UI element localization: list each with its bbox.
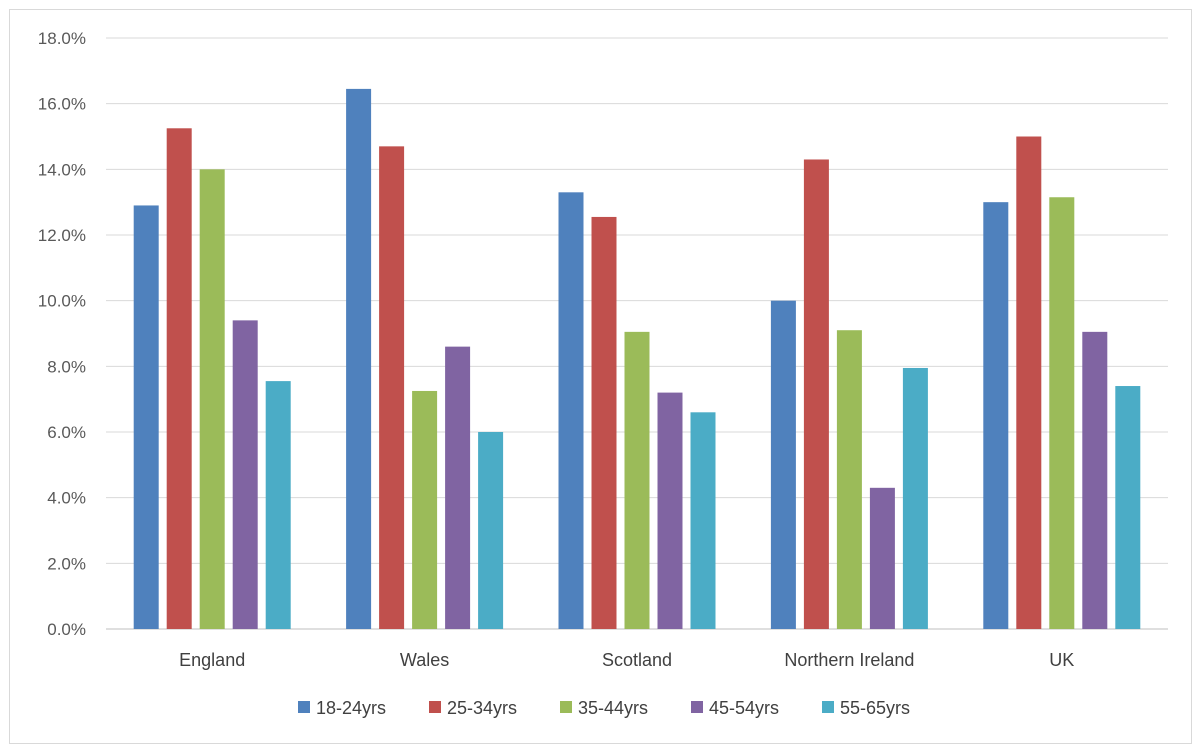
bar-25-34yrs-wales <box>379 146 405 629</box>
legend-swatch <box>429 701 441 713</box>
bar-55-65yrs-scotland <box>690 412 716 629</box>
x-category-label: England <box>179 650 245 670</box>
legend-swatch <box>691 701 703 713</box>
legend-swatch <box>822 701 834 713</box>
bars <box>133 88 1141 630</box>
bar-35-44yrs-scotland <box>624 331 650 629</box>
bar-55-65yrs-uk <box>1115 386 1141 629</box>
y-tick-label: 16.0% <box>38 95 86 114</box>
bar-18-24yrs-england <box>133 205 159 629</box>
bar-35-44yrs-wales <box>412 390 438 629</box>
bar-35-44yrs-england <box>199 169 225 630</box>
bar-45-54yrs-northern-ireland <box>869 487 895 629</box>
bar-25-34yrs-scotland <box>591 216 617 630</box>
x-category-label: UK <box>1049 650 1074 670</box>
x-category-label: Northern Ireland <box>784 650 914 670</box>
y-tick-label: 12.0% <box>38 226 86 245</box>
bar-18-24yrs-uk <box>983 202 1009 629</box>
bar-25-34yrs-uk <box>1016 136 1042 629</box>
legend-swatch <box>560 701 572 713</box>
bar-55-65yrs-wales <box>478 432 504 629</box>
y-tick-label: 14.0% <box>38 160 86 179</box>
y-tick-label: 2.0% <box>47 554 86 573</box>
y-tick-label: 10.0% <box>38 292 86 311</box>
bar-35-44yrs-northern-ireland <box>836 330 862 629</box>
x-category-label: Wales <box>400 650 449 670</box>
y-tick-label: 4.0% <box>47 489 86 508</box>
legend: 18-24yrs 25-34yrs 35-44yrs 45-54yrs 55-65yrs <box>298 698 910 718</box>
y-tick-label: 8.0% <box>47 357 86 376</box>
x-axis-labels: England Wales Scotland Northern Ireland UK <box>179 650 1074 670</box>
y-axis-ticks: 0.0% 2.0% 4.0% 6.0% 8.0% 10.0% 12.0% 14.0% 16.0%… <box>38 29 86 639</box>
x-category-label: Scotland <box>602 650 672 670</box>
y-tick-label: 0.0% <box>47 620 86 639</box>
bar-45-54yrs-uk <box>1082 331 1108 629</box>
legend-label: 45-54yrs <box>709 698 779 718</box>
bar-35-44yrs-uk <box>1049 197 1075 629</box>
bar-25-34yrs-england <box>166 128 192 629</box>
bar-18-24yrs-scotland <box>558 192 584 630</box>
bar-18-24yrs-northern-ireland <box>770 300 796 629</box>
bar-45-54yrs-wales <box>445 346 471 629</box>
bar-55-65yrs-england <box>265 381 291 629</box>
legend-swatch <box>298 701 310 713</box>
legend-label: 55-65yrs <box>840 698 910 718</box>
bar-45-54yrs-scotland <box>657 392 683 629</box>
legend-label: 25-34yrs <box>447 698 517 718</box>
y-tick-label: 18.0% <box>38 29 86 48</box>
y-tick-label: 6.0% <box>47 423 86 442</box>
legend-label: 35-44yrs <box>578 698 648 718</box>
bar-45-54yrs-england <box>232 320 258 629</box>
bar-55-65yrs-northern-ireland <box>902 367 928 629</box>
bar-18-24yrs-wales <box>346 88 372 630</box>
bar-25-34yrs-northern-ireland <box>803 159 829 629</box>
legend-label: 18-24yrs <box>316 698 386 718</box>
